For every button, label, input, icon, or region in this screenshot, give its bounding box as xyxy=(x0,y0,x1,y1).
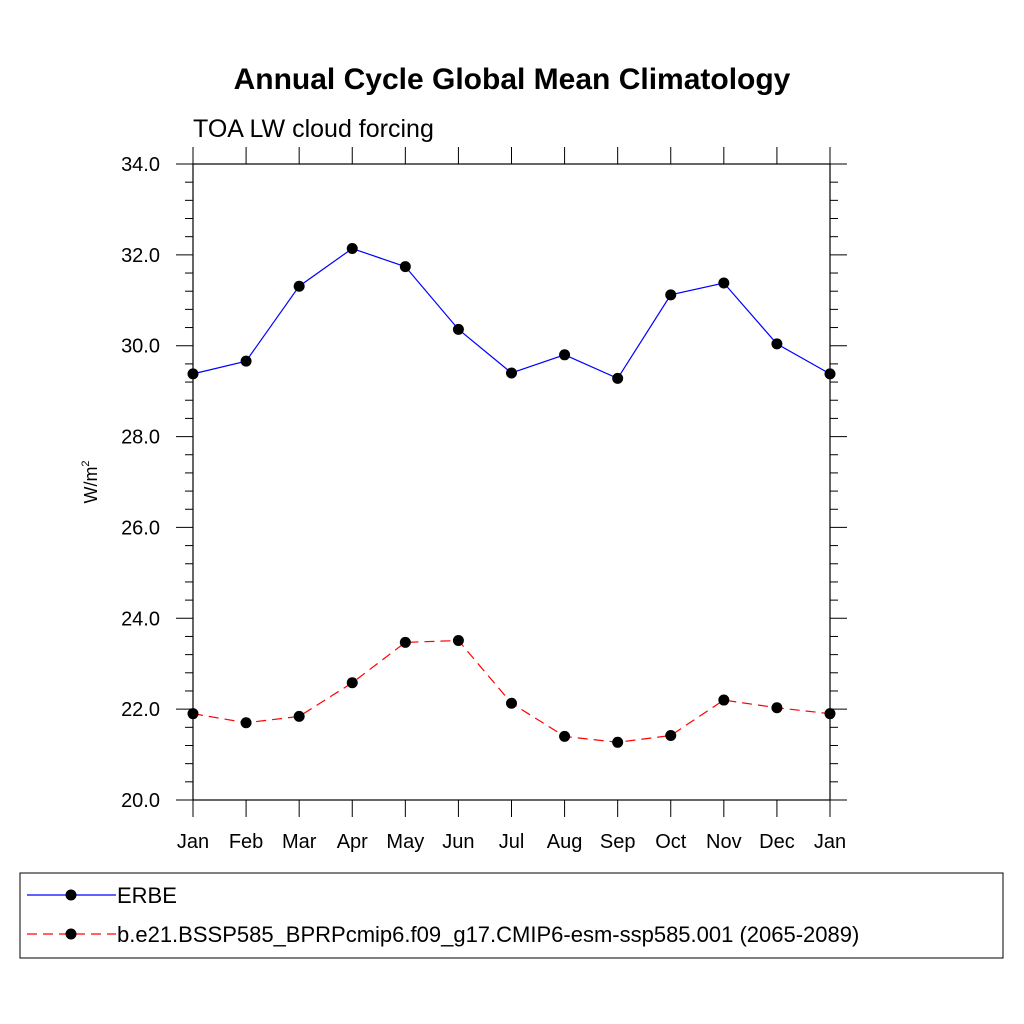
series-0-point xyxy=(452,323,464,335)
series-1-point xyxy=(824,708,836,720)
series-1-point xyxy=(452,635,464,647)
y-axis-label: W/m2 xyxy=(80,460,101,503)
series-1-point xyxy=(399,636,411,648)
y-tick-label: 30.0 xyxy=(121,336,160,358)
series-1-point xyxy=(612,736,624,748)
legend: ERBE b.e21.BSSP585_BPRPcmip6.f09_g17.CMIP… xyxy=(19,872,1004,959)
series-1-point xyxy=(240,717,252,729)
y-tick-label: 34.0 xyxy=(121,154,160,176)
series-0-point xyxy=(559,349,571,361)
series-0-point xyxy=(612,372,624,384)
series-0-point xyxy=(240,355,252,367)
x-tick-label: Jun xyxy=(442,831,474,853)
series-0-point xyxy=(506,367,517,379)
x-tick-label: Feb xyxy=(229,831,263,853)
x-tick-label: Mar xyxy=(282,831,317,853)
series-0-point xyxy=(346,242,358,254)
series-1-point xyxy=(506,697,517,709)
x-tick-label: May xyxy=(386,831,424,853)
series-0-point xyxy=(665,289,677,301)
series-1-point xyxy=(293,710,305,722)
legend-marker-0 xyxy=(65,889,77,901)
x-tick-label: Apr xyxy=(337,831,368,853)
x-tick-label: Oct xyxy=(655,831,687,853)
x-axis: Jan Feb Mar Apr May Jun Jul Aug Sep Oct Nov Dec Jan xyxy=(177,147,846,853)
y-tick-label: 22.0 xyxy=(121,699,160,721)
series-0-point xyxy=(771,338,783,350)
series-1-point xyxy=(187,708,199,720)
legend-marker-1 xyxy=(65,928,77,940)
series-1-point xyxy=(771,702,783,714)
y-tick-label: 28.0 xyxy=(121,427,160,449)
series-0-point xyxy=(187,368,199,380)
y-tick-label: 26.0 xyxy=(121,517,160,539)
x-tick-label: Sep xyxy=(600,831,636,853)
series-layer xyxy=(187,242,836,748)
y-axis: 20.0 22.0 24.0 26.0 28.0 30.0 32.0 34.0 xyxy=(121,154,847,812)
x-tick-label: Jul xyxy=(499,831,525,853)
series-1-point xyxy=(718,694,730,706)
legend-label-0: ERBE xyxy=(117,883,177,908)
series-0-point xyxy=(718,277,730,289)
chart-title: Annual Cycle Global Mean Climatology xyxy=(234,63,791,96)
series-1-point xyxy=(346,677,358,689)
x-tick-label: Nov xyxy=(706,831,742,853)
y-tick-label: 24.0 xyxy=(121,608,160,630)
x-tick-label: Dec xyxy=(759,831,795,853)
chart-subtitle: TOA LW cloud forcing xyxy=(193,115,434,143)
series-0-point xyxy=(293,280,305,292)
series-line-0 xyxy=(192,247,831,380)
series-1-point xyxy=(665,729,677,741)
series-0-point xyxy=(399,261,411,273)
x-tick-label: Jan xyxy=(177,831,209,853)
y-tick-label: 32.0 xyxy=(121,245,160,267)
series-0-point xyxy=(824,368,836,380)
series-line-1 xyxy=(192,639,831,743)
series-1-point xyxy=(559,730,571,742)
x-tick-label: Aug xyxy=(547,831,583,853)
legend-label-1: b.e21.BSSP585_BPRPcmip6.f09_g17.CMIP6-es… xyxy=(117,922,859,947)
x-tick-label: Jan xyxy=(814,831,846,853)
legend-box xyxy=(19,872,1004,959)
y-tick-label: 20.0 xyxy=(121,790,160,812)
